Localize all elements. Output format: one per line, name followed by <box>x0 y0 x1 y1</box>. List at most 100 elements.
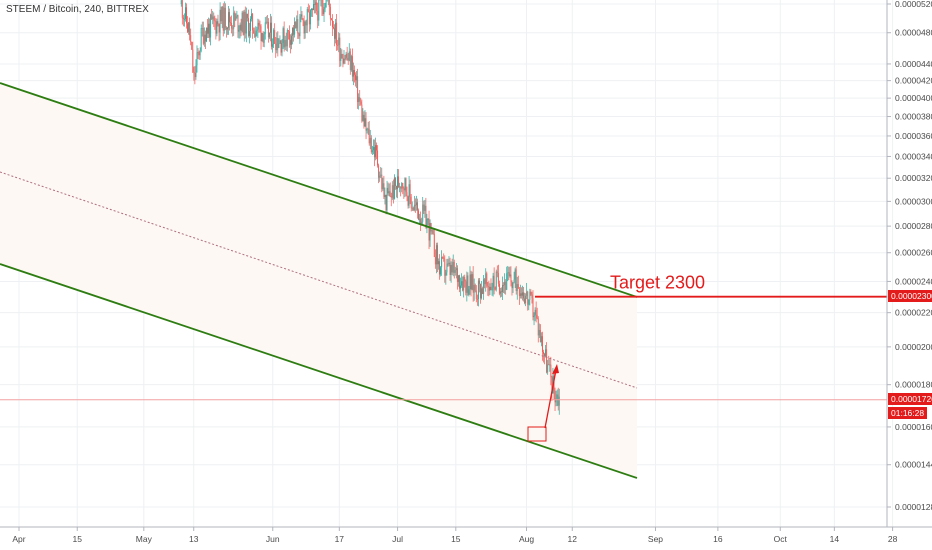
candle-body <box>343 58 345 64</box>
candle-body <box>511 281 513 289</box>
candle-body <box>446 263 448 273</box>
candle-body <box>474 284 476 291</box>
candle-body <box>380 174 382 176</box>
candle-body <box>392 185 394 199</box>
candle-body <box>211 14 213 20</box>
entry-box[interactable] <box>527 426 547 442</box>
candle-body <box>250 18 251 32</box>
candle-body <box>233 12 235 29</box>
candle-body <box>406 192 408 197</box>
candle-body <box>325 0 327 8</box>
candle-body <box>435 245 437 265</box>
candle-body <box>187 23 188 32</box>
channel-mid-line[interactable] <box>0 171 638 389</box>
candle-body <box>259 25 261 27</box>
candle-body <box>278 43 280 48</box>
candle-body <box>251 13 253 19</box>
candle-body <box>197 52 199 54</box>
candle-body <box>288 31 290 40</box>
projection-arrow[interactable] <box>544 369 557 429</box>
candle-body <box>428 218 430 241</box>
candle-body <box>208 23 209 34</box>
candle-body <box>362 114 364 121</box>
candle-body <box>438 261 439 265</box>
candle-body <box>425 205 427 229</box>
candle-body <box>292 27 293 36</box>
candle-body <box>339 37 341 61</box>
candle-body <box>240 24 242 31</box>
candle-body <box>297 19 299 34</box>
candle-body <box>201 28 203 29</box>
candle-body <box>281 43 283 53</box>
candle-body <box>271 22 272 47</box>
candle-body <box>305 21 307 26</box>
candle-body <box>478 280 480 284</box>
candle-body <box>242 12 244 35</box>
candle-body <box>225 27 227 30</box>
candle-body <box>518 288 520 297</box>
candle-body <box>527 291 529 305</box>
candle-body <box>396 185 397 190</box>
candle-body <box>468 289 470 295</box>
candle-body <box>461 281 463 286</box>
candle-body <box>457 275 459 282</box>
candle-body <box>210 14 212 38</box>
candle-body <box>341 53 343 59</box>
candle-body <box>423 204 425 211</box>
candle-body <box>323 9 325 15</box>
candle-body <box>244 11 246 34</box>
candle-body <box>534 309 536 316</box>
candle-body <box>360 101 362 105</box>
candle-body <box>512 282 514 289</box>
candle-body <box>238 29 240 32</box>
candle-body <box>533 315 535 318</box>
candle-body <box>466 275 468 293</box>
candle-body <box>214 20 216 22</box>
candle-body <box>498 283 500 294</box>
candle-body <box>368 128 370 144</box>
candle-body <box>324 7 326 10</box>
countdown-label: 01:16:28 <box>888 406 928 419</box>
candle-body <box>266 21 268 23</box>
candle-body <box>496 271 498 273</box>
candle-body <box>510 274 512 282</box>
y-tick-label: 0.00001800 <box>895 380 932 390</box>
candle-body <box>417 202 418 211</box>
candle-body <box>279 40 281 44</box>
channel-upper-line[interactable] <box>0 82 638 298</box>
candle-body <box>514 269 516 280</box>
candle-body <box>329 6 331 19</box>
time-axis: Apr 15 May 13 Jun 17 Jul 15 Aug 12 Sep 16 Oct 14 28 <box>0 526 932 544</box>
candle-body <box>391 185 393 198</box>
candle-body <box>386 187 388 211</box>
channel-lower-line[interactable] <box>0 263 638 479</box>
candle-body <box>432 230 434 234</box>
candle-body <box>414 204 416 206</box>
candle-body <box>402 183 404 189</box>
candle-body <box>454 270 456 273</box>
candle-body <box>354 69 355 75</box>
candle-body <box>509 274 511 277</box>
candle-body <box>415 202 417 206</box>
candle-body <box>485 273 487 285</box>
candle-body <box>342 58 344 64</box>
y-tick-label: 0.00001280 <box>895 502 932 512</box>
candle-body <box>379 175 381 178</box>
candle-body <box>480 283 481 299</box>
candle-body <box>488 286 490 291</box>
candle-body <box>291 35 292 45</box>
candle-body <box>309 10 311 25</box>
candle-body <box>384 194 386 198</box>
candle-body <box>516 284 518 292</box>
y-tick-label: 0.00002800 <box>895 221 932 231</box>
candle-body <box>420 218 422 224</box>
candle-body <box>508 272 510 277</box>
candle-body <box>184 7 186 19</box>
y-tick-label: 0.00002200 <box>895 308 932 318</box>
candle-body <box>541 336 543 353</box>
candle-body <box>289 39 291 45</box>
candle-body <box>385 194 387 211</box>
candle-body <box>234 12 236 21</box>
candle-body <box>377 150 379 166</box>
candle-body <box>506 273 508 290</box>
